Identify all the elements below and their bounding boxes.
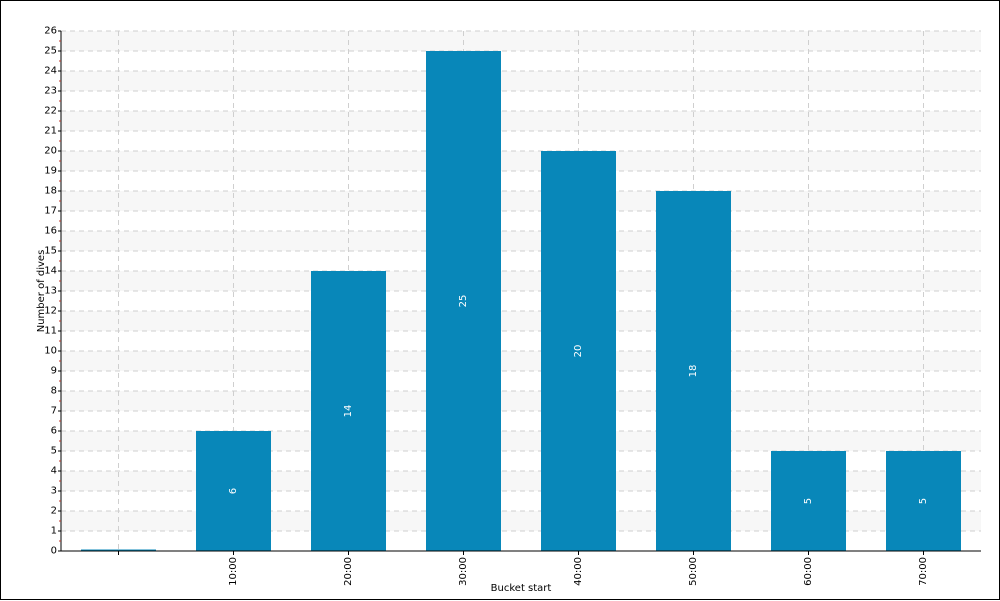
bar-value-label: 5 xyxy=(803,498,814,504)
y-tick-label: 12 xyxy=(44,306,57,317)
y-tick-label: 7 xyxy=(51,406,57,417)
bar xyxy=(656,191,731,551)
axes xyxy=(58,30,981,555)
bar xyxy=(426,51,501,551)
y-tick-label: 24 xyxy=(44,66,57,77)
y-axis-label: Number of dives xyxy=(36,250,47,333)
y-tick-label: 25 xyxy=(44,46,57,57)
band xyxy=(61,391,981,411)
y-tick-label: 3 xyxy=(51,486,57,497)
y-tick-label: 1 xyxy=(51,526,57,537)
background-bands xyxy=(61,31,981,531)
bar-value-label: 5 xyxy=(918,498,929,504)
y-tick-label: 18 xyxy=(44,186,57,197)
bar xyxy=(771,451,846,551)
x-tick-label: 60:00 xyxy=(803,557,814,586)
bar xyxy=(81,549,156,551)
y-tick-label: 15 xyxy=(44,246,57,257)
y-tick-labels: 0123456789101112131415161718192021222324… xyxy=(44,26,57,557)
x-tick-labels: 10:00 20:00 30:00 40:00 50:00 60:00 70:00 xyxy=(228,557,929,586)
y-tick-label: 23 xyxy=(44,86,57,97)
band xyxy=(61,311,981,331)
band xyxy=(61,231,981,251)
bar-value-label: 20 xyxy=(573,345,584,358)
band xyxy=(61,151,981,171)
y-tick-label: 10 xyxy=(44,346,57,357)
bar-value-labels: 6 14 25 20 18 5 5 xyxy=(228,295,929,505)
band xyxy=(61,191,981,211)
y-tick-label: 13 xyxy=(44,286,57,297)
y-tick-label: 22 xyxy=(44,106,57,117)
bars xyxy=(81,51,961,551)
band xyxy=(61,111,981,131)
bar-value-label: 18 xyxy=(688,365,699,378)
x-tick-label: 40:00 xyxy=(573,557,584,586)
bar xyxy=(886,451,961,551)
y-tick-label: 2 xyxy=(51,506,57,517)
y-tick-label: 21 xyxy=(44,126,57,137)
x-axis-label: Bucket start xyxy=(491,583,552,594)
x-tick-label: 50:00 xyxy=(688,557,699,586)
y-tick-label: 20 xyxy=(44,146,57,157)
x-tick-label: 20:00 xyxy=(343,557,354,586)
band xyxy=(61,471,981,491)
y-tick-label: 11 xyxy=(44,326,57,337)
y-tick-label: 6 xyxy=(51,426,57,437)
y-tick-label: 5 xyxy=(51,446,57,457)
bar-value-label: 6 xyxy=(228,488,239,494)
band xyxy=(61,351,981,371)
bar xyxy=(311,271,386,551)
y-tick-label: 14 xyxy=(44,266,57,277)
x-tick-label: 10:00 xyxy=(228,557,239,586)
y-tick-label: 0 xyxy=(51,546,57,557)
band xyxy=(61,31,981,51)
bar xyxy=(541,151,616,551)
y-tick-label: 19 xyxy=(44,166,57,177)
y-tick-label: 4 xyxy=(51,466,57,477)
band xyxy=(61,271,981,291)
y-tick-label: 9 xyxy=(51,366,57,377)
x-tick-label: 70:00 xyxy=(918,557,929,586)
band xyxy=(61,71,981,91)
bar-value-label: 14 xyxy=(343,405,354,418)
y-tick-label: 17 xyxy=(44,206,57,217)
y-tick-label: 26 xyxy=(44,26,57,37)
bar-value-label: 25 xyxy=(458,295,469,308)
band xyxy=(61,431,981,451)
bar xyxy=(196,431,271,551)
y-tick-label: 16 xyxy=(44,226,57,237)
y-tick-label: 8 xyxy=(51,386,57,397)
band xyxy=(61,511,981,531)
x-tick-label: 30:00 xyxy=(458,557,469,586)
